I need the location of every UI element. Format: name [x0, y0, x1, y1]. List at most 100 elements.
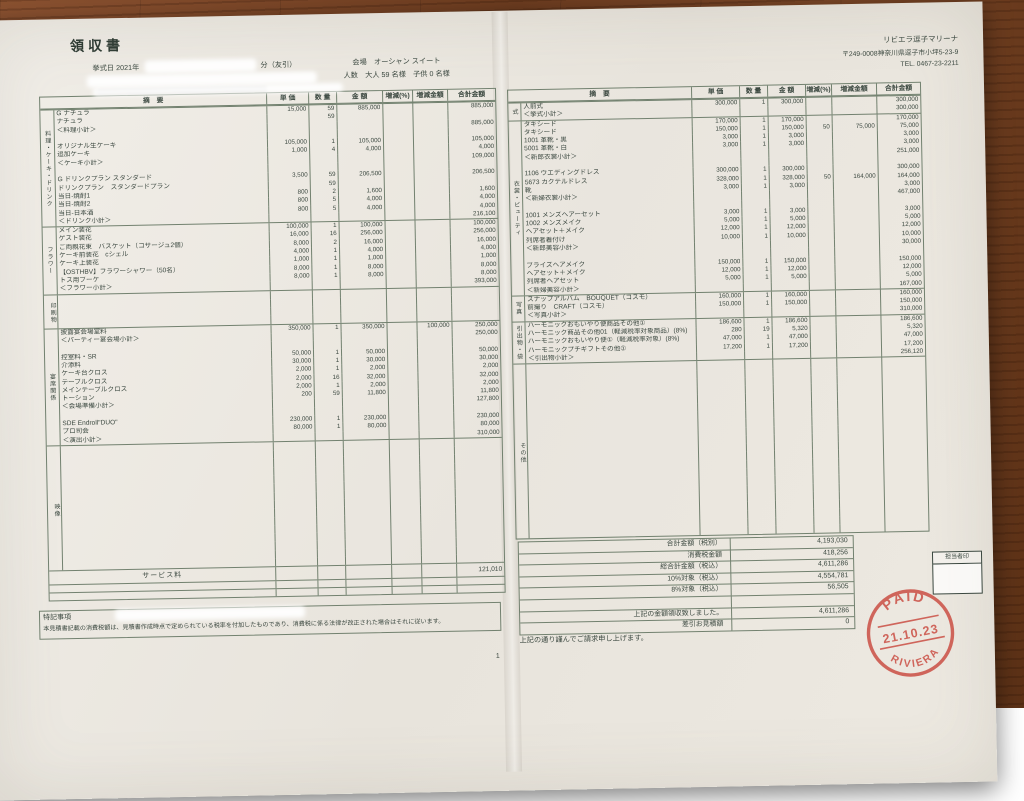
- cell-num: [386, 312, 417, 322]
- cell-num: 300,000: [876, 104, 921, 114]
- ceremony-date-suffix: 分（友引）: [260, 59, 297, 70]
- cell-num: 310,000: [453, 428, 502, 438]
- cell-num: [699, 526, 748, 536]
- column-header: 単 価: [266, 92, 309, 105]
- section-label: 印刷物: [43, 294, 59, 329]
- column-header: 増減金額: [830, 83, 877, 96]
- receipt-paper: 領収書 挙式日 2021年 分（友引） 会場 オーシャン スイート 人数 大人 …: [0, 1, 998, 801]
- cell-num: [836, 348, 882, 358]
- cell-num: [810, 349, 837, 359]
- paid-stamp: PAID 21.10.23 RIVIERA: [866, 584, 955, 677]
- cell-num: [742, 282, 771, 291]
- right-invoice-table: 摘 要単 価数 量金 額増減(%) 増減金額 合計金額式人前式 300,000 1 300…: [507, 81, 930, 541]
- headcount-label: 人数: [343, 70, 359, 80]
- section-label: 引出物・袋: [512, 322, 527, 364]
- cell-num: [385, 278, 416, 288]
- company-tel: TEL. 0467-23-2211: [900, 59, 959, 69]
- cell-num: [316, 556, 346, 566]
- cell-num: [747, 525, 776, 535]
- cell-num: [809, 306, 836, 316]
- cell-num: [831, 104, 877, 115]
- cell-num: [770, 281, 809, 291]
- cell-num: 216,100: [449, 209, 498, 219]
- paid-stamp-top-text: PAID: [877, 584, 930, 615]
- cell-num: [384, 211, 415, 221]
- cell-num: [451, 311, 500, 321]
- cell-num: 256,120: [881, 347, 926, 357]
- cell-num: [420, 554, 457, 564]
- cell-empty: [275, 566, 318, 581]
- redaction-blur: [144, 58, 257, 74]
- cell-num: [312, 314, 341, 324]
- right-table-body: 摘 要単 価数 量金 額増減(%) 増減金額 合計金額式人前式 300,000 1 300…: [508, 82, 929, 539]
- cell-num: [695, 308, 744, 318]
- cell-num: [340, 313, 387, 323]
- column-header: 金 額: [336, 91, 383, 103]
- table-section: 衣裳・ビューティ タキシード 170,000 1 170,000 170,000 タキシード…: [508, 112, 924, 296]
- cell-num: [813, 524, 840, 534]
- cell-num: [416, 312, 452, 322]
- column-header: 増減(%): [804, 84, 832, 96]
- cell-num: [339, 279, 386, 289]
- cell-num: 310,000: [880, 305, 925, 315]
- column-header: 合計金額: [875, 82, 921, 95]
- cell-num: [805, 105, 832, 115]
- cell-num: [767, 106, 806, 116]
- venue-line: 会場 オーシャン スイート: [296, 55, 496, 69]
- cell-num: [415, 278, 451, 287]
- headcount-line: 人数 大人 59 名様 子供 0 名様: [297, 68, 497, 82]
- cell-num: [694, 282, 743, 292]
- cell-num: [884, 522, 929, 532]
- section-label: 式: [508, 103, 522, 121]
- left-invoice-table: 摘 要単 価数 量金 額増減(%) 増減金額 合計金額 料理・ケーキ・ドリンク G ナチ…: [39, 87, 506, 602]
- cell-num: [344, 556, 392, 566]
- column-header: 単 価: [690, 86, 740, 99]
- cell-num: [269, 280, 312, 290]
- cell-num: [834, 280, 880, 290]
- cell-num: [455, 553, 505, 564]
- table-section: フラワー メイン装花 100,000 1 100,000 100,000 ゲスト装花 16,0…: [42, 218, 499, 295]
- column-header: 数 量: [738, 85, 768, 98]
- page-title: 領収書: [69, 37, 125, 55]
- paid-stamp-bottom-text: RIVIERA: [887, 644, 945, 675]
- venue-label: 会場: [352, 57, 367, 67]
- cell-num: [418, 429, 454, 439]
- cell-empty: [317, 566, 346, 580]
- cell-num: [835, 305, 881, 316]
- service-fee-total: 121,010: [456, 563, 505, 578]
- cell-num: [839, 523, 885, 533]
- cell-num: [414, 210, 450, 220]
- svg-text:PAID: PAID: [877, 584, 930, 615]
- cell-num: [268, 213, 311, 223]
- cell-num: [338, 211, 385, 222]
- cell-num: [771, 307, 810, 317]
- svg-text:RIVIERA: RIVIERA: [887, 644, 945, 675]
- column-header: 増減(%): [382, 90, 413, 103]
- totals-value: 0: [731, 617, 853, 631]
- cell-num: [739, 106, 768, 116]
- table-section: 引出物・袋 ハーモニックおもいやり便商品その他① 186,600 1 186,600 18…: [512, 313, 926, 364]
- cell-num: [808, 280, 835, 290]
- table-section: その他: [513, 355, 929, 539]
- page-number: 1: [495, 652, 500, 660]
- section-label: 写真: [511, 296, 526, 322]
- staff-seal-label: 担当者印: [931, 550, 983, 565]
- cell-num: [775, 524, 814, 535]
- column-header: 合計金額: [446, 88, 496, 101]
- totals-table: 合計金額（税別） 4,193,030 消費税金額 418,256 総合計金額（税込） 4,…: [517, 535, 856, 636]
- cell-num: [270, 314, 313, 324]
- cell-num: 167,000: [879, 279, 924, 289]
- section-label: フラワー: [42, 227, 58, 295]
- headcount-value: 大人 59 名様 子供 0 名様: [365, 68, 450, 80]
- cell-num: [390, 555, 422, 565]
- closing-note: 上記の通り謹んでご請求申し上げます。: [519, 633, 648, 645]
- cell-num: [314, 431, 343, 441]
- left-table-body: 摘 要単 価数 量金 額増減(%) 増減金額 合計金額 料理・ケーキ・ドリンク G ナチ…: [40, 88, 505, 571]
- table-section: 映像: [46, 436, 505, 571]
- cell-num: [772, 349, 811, 359]
- cell-empty: [345, 565, 392, 580]
- cell-num: [311, 280, 340, 289]
- cell-num: [310, 212, 339, 222]
- cell-num: [274, 557, 318, 567]
- cell-num: [743, 308, 772, 317]
